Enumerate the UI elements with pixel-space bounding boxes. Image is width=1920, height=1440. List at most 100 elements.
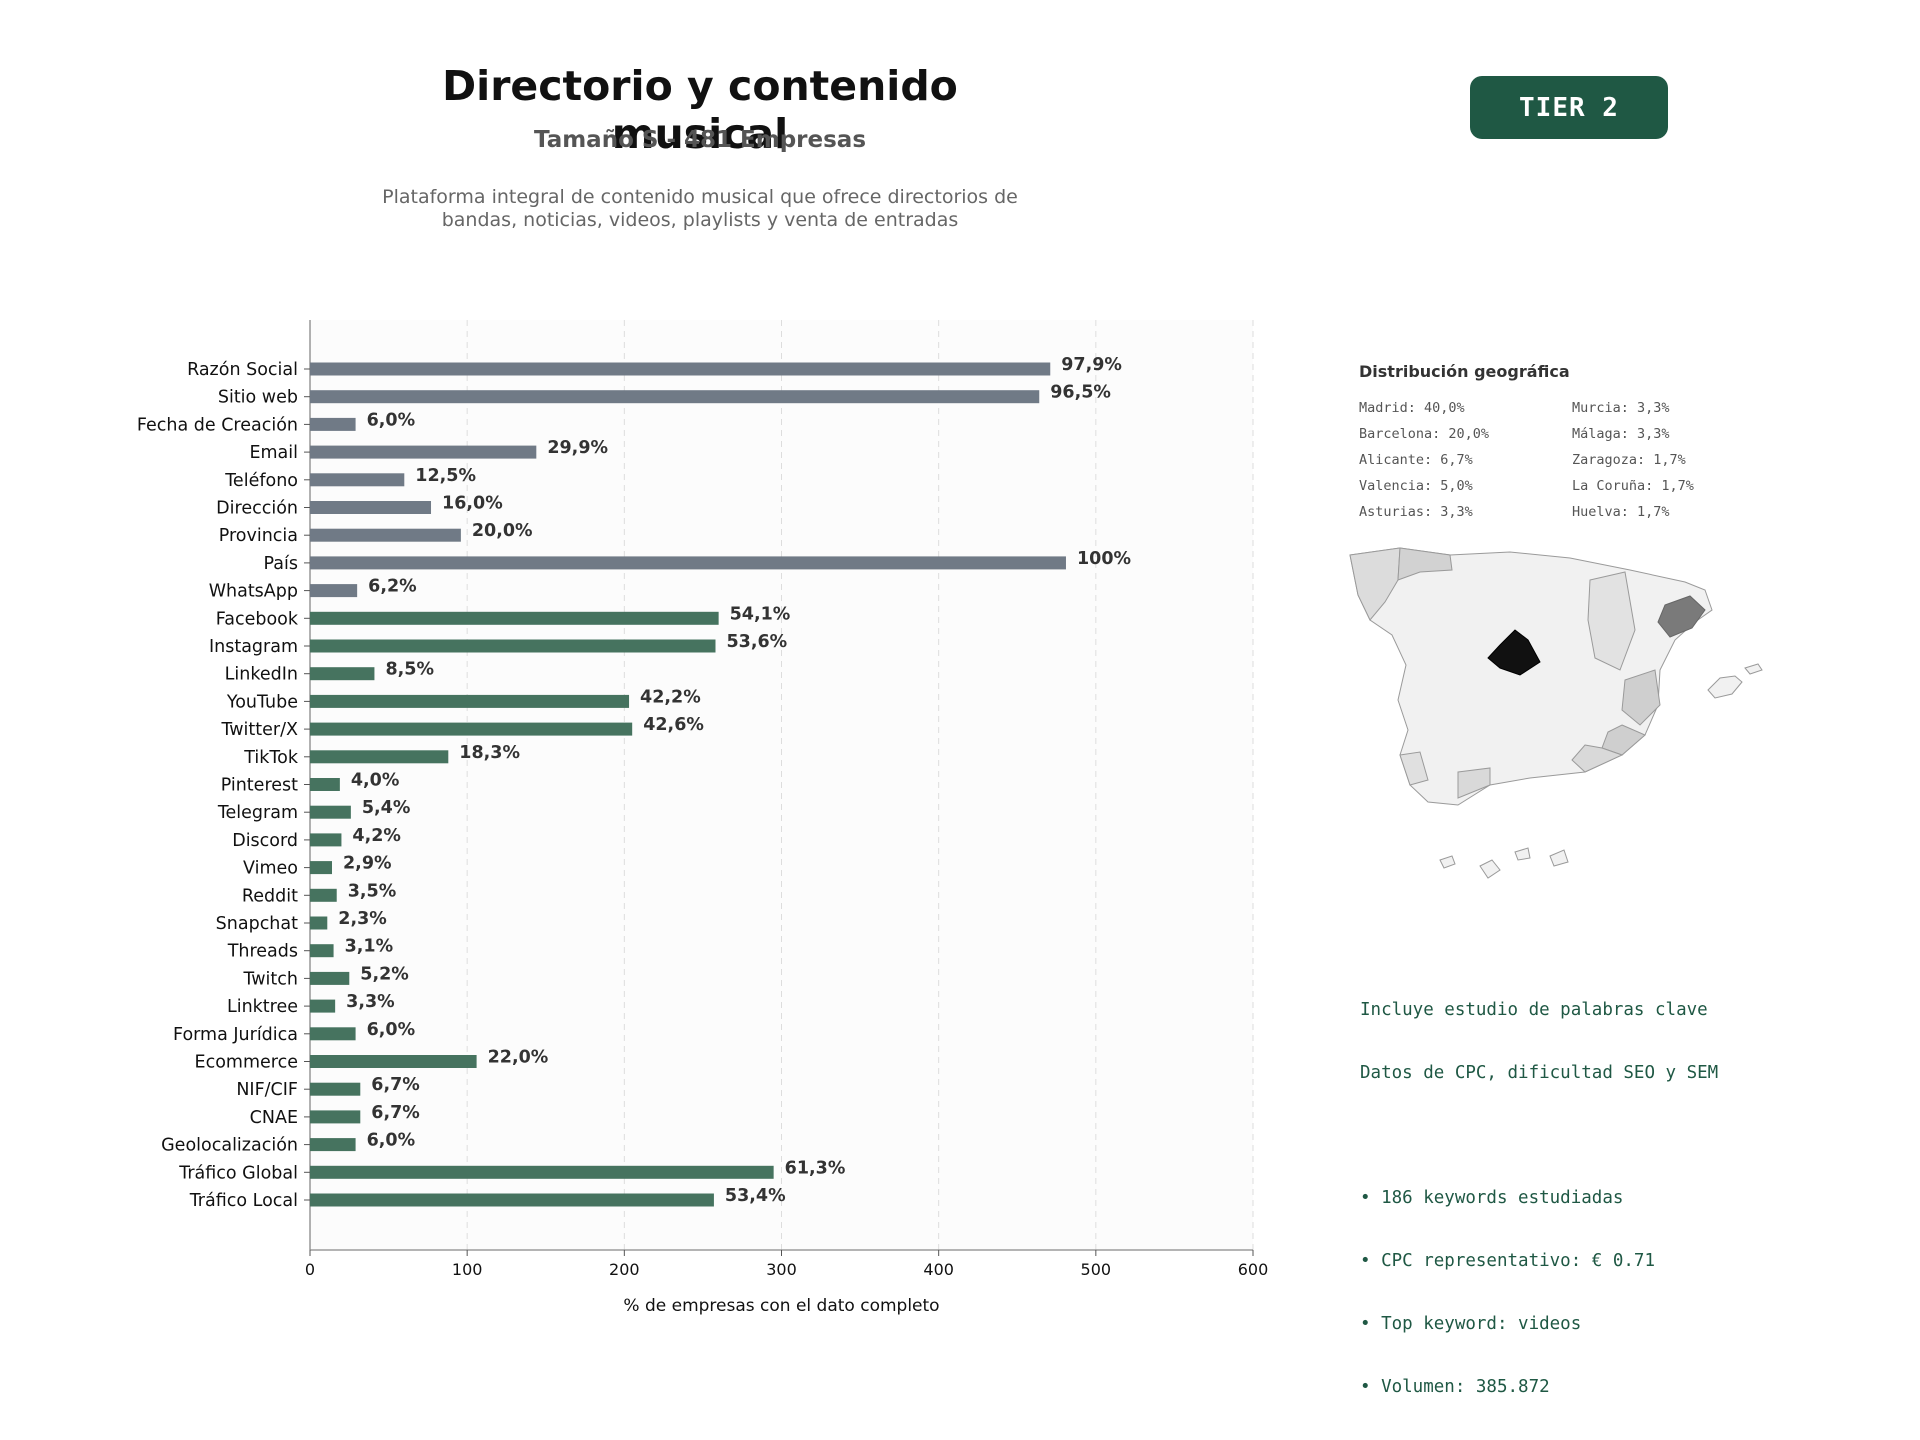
bar — [310, 722, 633, 736]
category-label: Reddit — [242, 886, 298, 906]
bar — [310, 1055, 477, 1068]
seo-bullet: • Top keyword: videos — [1360, 1314, 1582, 1334]
page-description: Plataforma integral de contenido musical… — [340, 186, 1060, 232]
bar — [310, 1165, 774, 1179]
bar — [310, 1027, 356, 1041]
bar — [310, 971, 350, 985]
bar — [310, 944, 334, 958]
seo-bullet: • CPC representativo: € 0.71 — [1360, 1251, 1656, 1271]
bar — [310, 778, 340, 791]
geo-distribution-list: Madrid: 40,0% Murcia: 3,3% Barcelona: 20… — [1359, 398, 1759, 522]
map-region-barcelona — [1657, 595, 1706, 638]
seo-bullet: • 186 keywords estudiadas — [1360, 1188, 1624, 1208]
category-label: Twitch — [242, 969, 298, 989]
map-region-asturias — [1397, 547, 1453, 581]
data-label: 61,3% — [785, 1158, 846, 1178]
geo-item: Alicante: 6,7% — [1359, 452, 1473, 468]
category-label: Email — [249, 443, 298, 463]
category-label: País — [264, 554, 298, 574]
data-label: 3,1% — [345, 937, 394, 957]
category-label: CNAE — [250, 1108, 298, 1128]
category-label: LinkedIn — [225, 665, 298, 685]
data-label: 54,1% — [730, 604, 791, 624]
geo-item: Huelva: 1,7% — [1572, 504, 1670, 520]
bar — [310, 556, 1066, 570]
category-label: WhatsApp — [209, 582, 298, 602]
bar — [310, 639, 716, 653]
category-label: Teléfono — [224, 471, 298, 491]
page-title: Directorio y contenido musical — [442, 62, 958, 158]
seo-line-2: Datos de CPC, dificultad SEO y SEM — [1360, 1063, 1719, 1083]
category-label: Forma Jurídica — [173, 1025, 298, 1045]
category-label: Geolocalización — [161, 1136, 298, 1156]
map-region-islands — [1707, 663, 1763, 699]
geo-item: Málaga: 3,3% — [1572, 426, 1670, 442]
bar — [310, 916, 328, 930]
data-label: 2,3% — [338, 909, 387, 929]
data-label: 4,2% — [352, 826, 401, 846]
geo-item: Murcia: 3,3% — [1572, 400, 1670, 416]
x-tick-label: 300 — [766, 1260, 797, 1279]
bar — [310, 501, 432, 514]
category-label: Discord — [232, 831, 298, 851]
x-tick-label: 200 — [609, 1260, 640, 1279]
geo-distribution-title: Distribución geográfica — [1359, 362, 1570, 381]
data-label: 100% — [1077, 549, 1131, 569]
data-label: 4,0% — [351, 771, 400, 791]
category-label: Linktree — [227, 997, 298, 1017]
data-label: 5,2% — [360, 964, 409, 984]
bar — [310, 999, 336, 1013]
data-label: 29,9% — [547, 438, 608, 458]
x-tick-label: 400 — [923, 1260, 954, 1279]
category-label: Snapchat — [216, 914, 298, 934]
data-label: 6,2% — [368, 577, 417, 597]
bar — [310, 417, 356, 431]
geo-item: La Coruña: 1,7% — [1572, 478, 1694, 494]
bar — [310, 1138, 356, 1152]
data-label: 5,4% — [362, 798, 411, 818]
data-label: 2,9% — [343, 854, 392, 874]
bar — [310, 611, 719, 625]
tier-badge: TIER 2 — [1470, 76, 1668, 139]
description-line-2: bandas, noticias, videos, playlists y ve… — [441, 209, 959, 231]
x-axis-label: % de empresas con el dato completo — [623, 1296, 939, 1316]
bar — [310, 694, 630, 708]
category-label: Pinterest — [221, 776, 298, 796]
data-label: 18,3% — [459, 743, 520, 763]
x-tick-label: 100 — [452, 1260, 483, 1279]
data-label: 8,5% — [385, 660, 434, 680]
data-label: 42,6% — [643, 715, 704, 735]
data-label: 6,0% — [367, 1020, 416, 1040]
category-label: Dirección — [216, 499, 298, 519]
map-region-canary-islands — [1439, 847, 1569, 879]
bar — [310, 390, 1040, 404]
data-label: 97,9% — [1061, 355, 1122, 375]
geo-item: Madrid: 40,0% — [1359, 400, 1465, 416]
bar — [310, 584, 358, 598]
geo-item: Zaragoza: 1,7% — [1572, 452, 1686, 468]
map-region-aragon — [1587, 571, 1636, 671]
map-region-madrid — [1487, 629, 1541, 676]
x-tick-label: 500 — [1081, 1260, 1112, 1279]
x-tick-label: 600 — [1238, 1260, 1269, 1279]
bar-chart: 0 100 200 300 400 500 600 % de empresas con el … — [137, 320, 1269, 1316]
data-label: 6,7% — [371, 1103, 420, 1123]
category-label: TikTok — [243, 748, 299, 768]
x-tick-label: 0 — [305, 1260, 315, 1279]
geo-item: Asturias: 3,3% — [1359, 504, 1473, 520]
category-label: Fecha de Creación — [137, 415, 298, 435]
seo-bullet: • Volumen: 385.872 — [1360, 1377, 1550, 1397]
spain-map — [1349, 547, 1763, 879]
bar — [310, 861, 333, 875]
category-label: NIF/CIF — [236, 1080, 298, 1100]
data-label: 6,7% — [371, 1075, 420, 1095]
data-label: 20,0% — [472, 521, 533, 541]
category-label: Sitio web — [218, 388, 298, 408]
category-label: Twitter/X — [220, 720, 298, 740]
geo-item: Valencia: 5,0% — [1359, 478, 1473, 494]
bar — [310, 1193, 714, 1207]
bar — [310, 833, 342, 847]
page-subtitle: Tamaño S - 481 Empresas — [533, 127, 867, 153]
category-label: Telegram — [217, 803, 298, 823]
category-label: Threads — [227, 942, 298, 962]
